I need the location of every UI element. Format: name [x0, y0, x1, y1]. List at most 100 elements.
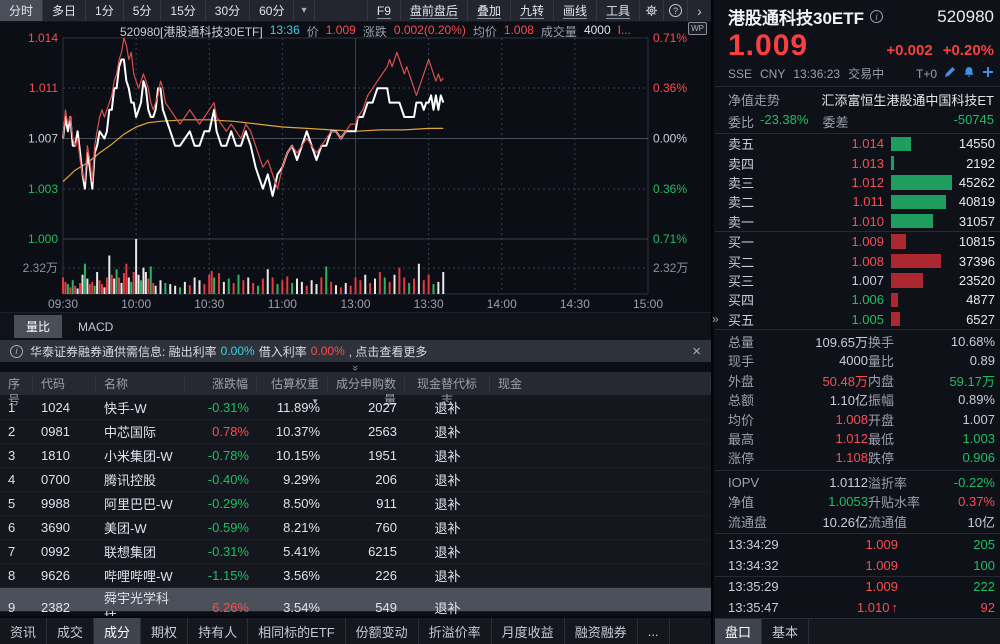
toolbar-link-工具[interactable]: 工具	[595, 0, 639, 21]
series-benchmark	[62, 37, 444, 190]
period-tab-15分[interactable]: 15分	[161, 0, 206, 21]
table-row-9988[interactable]: 5 9988 阿里巴巴-W -0.29% 8.50% 911 退补	[0, 492, 711, 516]
period-dropdown-icon[interactable]: ▾	[294, 0, 315, 21]
volume-bar	[286, 276, 289, 294]
period-tab-分时[interactable]: 分时	[0, 0, 44, 21]
toolbar-link-F9[interactable]: F9	[366, 0, 400, 21]
stat-流通值: 10亿	[967, 514, 995, 530]
volume-bar	[144, 272, 147, 294]
chart-code-name: 520980[港股通科技30ETF]	[120, 25, 263, 39]
bottom-tab-折溢价率[interactable]: 折溢价率	[419, 618, 492, 644]
bottom-tab-融资融券[interactable]: 融资融券	[565, 618, 638, 644]
toolbar-expand-icon[interactable]: ›	[687, 0, 711, 21]
tplus-badge: T+0	[915, 66, 937, 81]
ask-volume: 31057	[958, 213, 995, 229]
volume-bar	[261, 278, 264, 294]
bottom-tab-期权[interactable]: 期权	[141, 618, 189, 644]
period-tab-30分[interactable]: 30分	[206, 0, 251, 21]
table-row-1024[interactable]: 1 1024 快手-W -0.31% 11.89% 2027 退补	[0, 396, 711, 420]
stat-溢折率: -0.22%	[953, 474, 995, 490]
toolbar-link-九转[interactable]: 九转	[509, 0, 553, 21]
constituents-table-header: 序号 代码 名称 涨跌幅 估算权重 ▼ 成分申购数量 现金替代标志 现金	[0, 372, 711, 407]
panel-tab-基本[interactable]: 基本	[762, 619, 810, 644]
trading-status: 交易中	[848, 67, 885, 81]
toolbar-link-画线[interactable]: 画线	[552, 0, 596, 21]
tick-row-13:35:47: 13:35:47 1.010 ↑ 92	[728, 599, 995, 615]
x-axis-time-14:30: 14:30	[560, 297, 590, 311]
notice-close-icon[interactable]: ×	[692, 342, 701, 360]
nav-trend-label[interactable]: 净值走势	[728, 93, 781, 108]
stat-row: 最高 1.012 最低 1.003	[728, 431, 995, 448]
table-row-1810[interactable]: 3 1810 小米集团-W -0.78% 10.15% 1951 退补	[0, 444, 711, 468]
settings-gear-icon[interactable]	[639, 0, 663, 21]
table-row-0700[interactable]: 4 0700 腾讯控股 -0.40% 9.29% 206 退补	[0, 468, 711, 492]
cell-flag: 退补	[434, 497, 461, 512]
price-change-pct: +0.20%	[942, 42, 994, 59]
x-axis-time-15:00: 15:00	[633, 297, 663, 311]
bid-price: 1.008	[851, 253, 884, 269]
bottom-tab-成交[interactable]: 成交	[47, 618, 95, 644]
ask-row-卖四: 卖四 1.013 2192	[728, 155, 995, 172]
bottom-tab-资讯[interactable]: 资讯	[0, 618, 48, 644]
bottom-tab-月度收益[interactable]: 月度收益	[492, 618, 565, 644]
add-plus-icon[interactable]	[982, 66, 994, 81]
cell-change: 0.78%	[212, 424, 249, 439]
volume-bar	[88, 284, 91, 294]
period-tab-1分[interactable]: 1分	[86, 0, 124, 21]
bottom-tab-...[interactable]: ...	[638, 618, 670, 644]
bottom-tab-份额变动[interactable]: 份额变动	[346, 618, 419, 644]
help-icon[interactable]: ?	[663, 0, 687, 21]
volume-bar	[198, 280, 201, 294]
y-axis-pct-0.71%: 0.71%	[653, 232, 687, 246]
stat-最低: 1.003	[962, 431, 995, 447]
volume-bar	[101, 284, 103, 294]
table-row-3690[interactable]: 6 3690 美团-W -0.59% 8.21% 760 退补	[0, 516, 711, 540]
tick-volume: 92	[980, 599, 995, 615]
volume-bar	[325, 266, 328, 294]
cell-name: 美团-W	[104, 521, 147, 536]
table-row-0981[interactable]: 2 0981 中芯国际 0.78% 10.37% 2563 退补	[0, 420, 711, 444]
toolbar-link-叠加[interactable]: 叠加	[466, 0, 510, 21]
bottom-tab-持有人[interactable]: 持有人	[188, 618, 249, 644]
toolbar-link-盘前盘后[interactable]: 盘前盘后	[399, 0, 467, 21]
cell-weight: 9.29%	[283, 472, 320, 487]
ask-price: 1.010	[851, 213, 884, 229]
intraday-chart-canvas[interactable]: 1.014 1.011 1.007 1.003 1.000 0.71% 0.36% 0.00%…	[0, 22, 713, 312]
alert-bell-icon[interactable]	[963, 66, 975, 81]
col-header-估算权重[interactable]: 估算权重 ▼	[257, 375, 328, 406]
volume-bar	[437, 281, 440, 294]
toolbar-links: F9 盘前盘后 叠加 九转 画线 工具	[366, 0, 639, 21]
edit-pencil-icon[interactable]	[944, 66, 956, 81]
volume-bar	[237, 274, 240, 294]
period-tab-60分[interactable]: 60分	[250, 0, 295, 21]
collapse-chevron-icon[interactable]: »	[349, 364, 362, 370]
table-row-0992[interactable]: 7 0992 联想集团 -0.31% 5.41% 6215 退补	[0, 540, 711, 564]
stat-row: IOPV 1.0112 溢折率 -0.22%	[728, 474, 995, 491]
bottom-tab-成分[interactable]: 成分	[94, 618, 142, 644]
cell-flag: 退补	[434, 425, 461, 440]
panel-collapse-handle[interactable]: »	[712, 312, 719, 326]
stat-开盘: 1.007	[962, 411, 995, 427]
volume-bar	[62, 277, 64, 294]
info-icon[interactable]: i	[870, 10, 884, 23]
period-tab-5分[interactable]: 5分	[124, 0, 162, 21]
stat-row: 总量 109.65万 换手 10.68%	[728, 334, 995, 351]
cell-code: 0700	[41, 472, 70, 487]
bottom-tab-相同标的ETF[interactable]: 相同标的ETF	[248, 618, 346, 644]
table-row-9626[interactable]: 8 9626 哔哩哔哩-W -1.15% 3.56% 226 退补	[0, 564, 711, 588]
tick-row-13:35:29: 13:35:29 1.009 222	[715, 575, 1000, 597]
volume-bar	[320, 277, 323, 294]
intraday-chart[interactable]: 1.014 1.011 1.007 1.003 1.000 0.71% 0.36% 0.00%…	[0, 22, 711, 312]
wp-window-icon[interactable]: WP	[688, 22, 707, 35]
indicator-tab-量比[interactable]: 量比	[14, 315, 63, 338]
cell-flag: 退补	[434, 401, 461, 416]
period-tab-多日[interactable]: 多日	[43, 0, 87, 21]
notice-more-link[interactable]: , 点击查看更多	[348, 344, 428, 359]
indicator-tab-MACD[interactable]: MACD	[78, 319, 114, 334]
volume-bar	[159, 280, 162, 294]
volume-bar	[257, 285, 259, 294]
panel-tab-盘口[interactable]: 盘口	[715, 619, 763, 644]
bid-row-买二: 买二 1.008 37396	[728, 253, 995, 270]
stat-流通盘: 10.26亿	[822, 514, 868, 530]
